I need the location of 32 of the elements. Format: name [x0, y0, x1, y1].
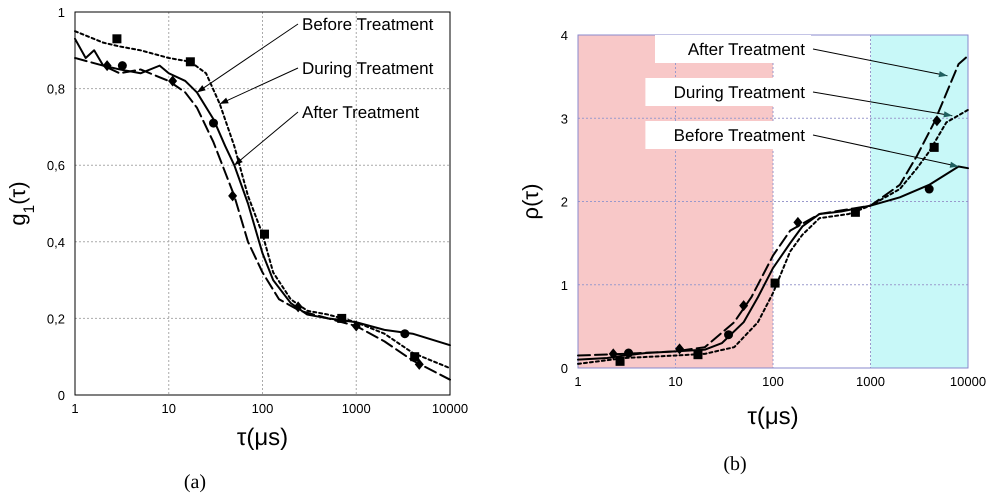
- y-tick-label: 0: [560, 361, 568, 376]
- annotation: Before Treatment: [674, 126, 806, 145]
- text: (b): [723, 453, 747, 475]
- x-tick-label: 10: [668, 374, 683, 389]
- x-tick-label: 1: [71, 401, 79, 416]
- annotation: After Treatment: [302, 103, 420, 122]
- x-tick-label: 100: [252, 401, 274, 416]
- y-tick-label: 0: [58, 388, 65, 403]
- x-tick-label: 1000: [342, 401, 371, 416]
- y-axis-title: ρ(τ): [518, 184, 543, 220]
- annotation: During Treatment: [674, 83, 806, 102]
- x-tick-label: 1000: [856, 374, 885, 389]
- x-tick-label: 10: [162, 401, 176, 416]
- annotation: After Treatment: [688, 40, 806, 59]
- y-tick-label: 1: [560, 278, 568, 293]
- y-tick-label: 0,8: [46, 82, 65, 97]
- x-axis-title: τ(μs): [747, 403, 799, 430]
- y-tick-label: 0,6: [46, 158, 65, 174]
- annotation: During Treatment: [302, 59, 434, 78]
- y-tick-label: 0,2: [46, 311, 65, 326]
- y-tick-label: 4: [560, 28, 568, 43]
- x-tick-label: 10000: [432, 401, 468, 416]
- y-tick-label: 0,4: [46, 234, 65, 250]
- x-axis-title: τ(μs): [236, 424, 288, 451]
- x-tick-label: 1: [574, 374, 582, 389]
- annotation: Before Treatment: [302, 15, 434, 34]
- y-tick-label: 2: [560, 194, 568, 210]
- y-tick-label: 1: [58, 5, 65, 20]
- text: (a): [184, 471, 206, 493]
- x-tick-label: 10000: [950, 374, 986, 389]
- y-tick-label: 3: [560, 111, 568, 126]
- x-tick-label: 100: [762, 374, 784, 389]
